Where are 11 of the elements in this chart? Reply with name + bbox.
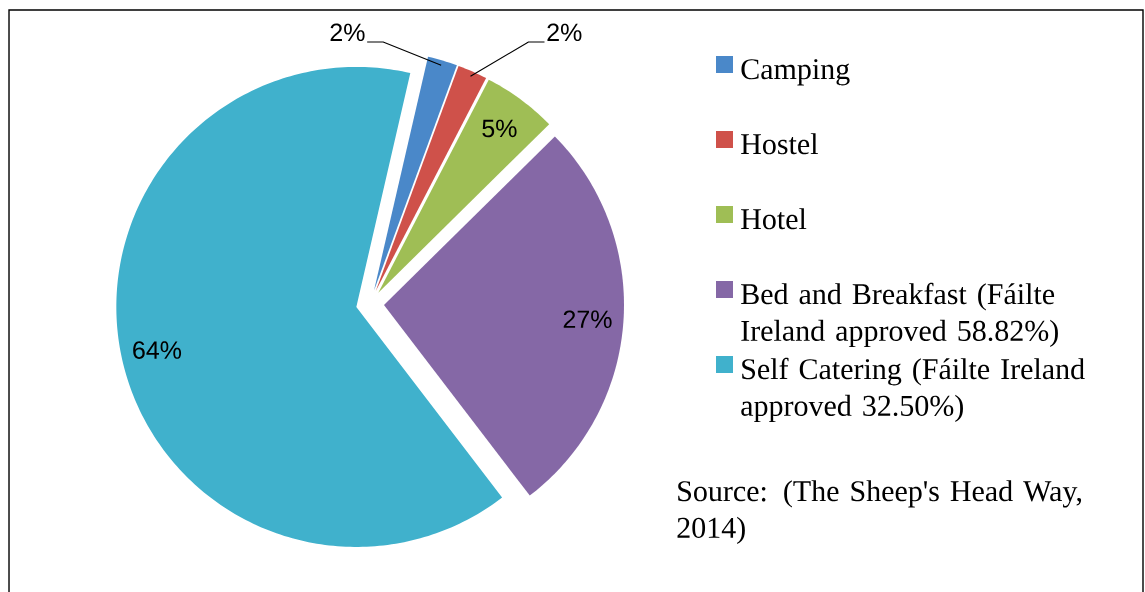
legend-label: Hotel (741, 208, 807, 230)
legend-label: Hostel (741, 133, 818, 155)
data-label: 27% (563, 310, 612, 328)
source-note: Source: (The Sheep's Head Way, 2014) (677, 480, 1082, 545)
legend-label: Bed and Breakfast (Fáilte Ireland approved 58.82%) (741, 282, 1058, 348)
legend-label: Camping (741, 59, 850, 86)
data-label: 2% (330, 23, 365, 42)
data-label: 5% (482, 119, 517, 138)
legend-label: Self Catering (Fáilte Ireland approved 32.50%) (741, 357, 1085, 423)
data-label: 2% (547, 23, 582, 42)
data-label: 64% (133, 341, 182, 359)
